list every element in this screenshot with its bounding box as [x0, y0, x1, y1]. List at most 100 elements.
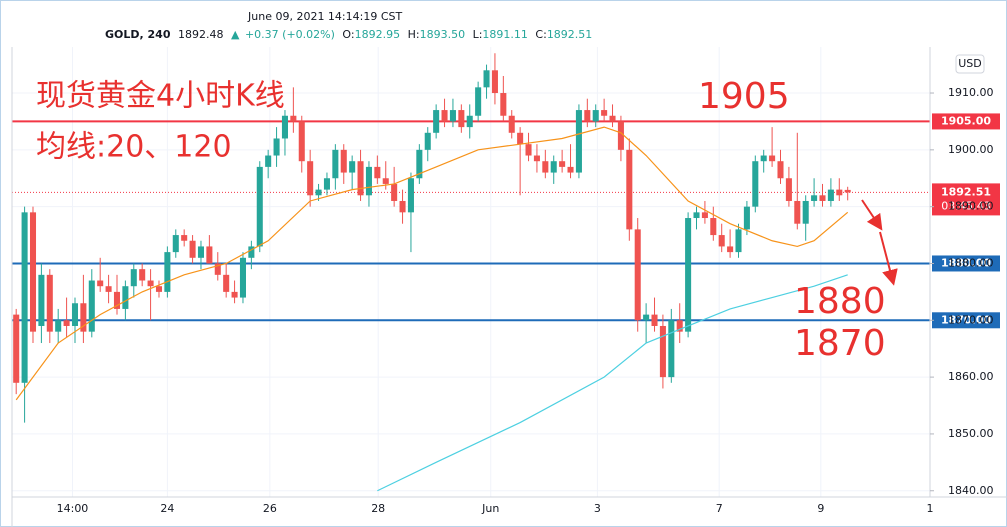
up-triangle: ▲: [231, 28, 240, 41]
candle-body: [248, 246, 255, 258]
candle-body: [777, 161, 784, 179]
candle-body: [475, 87, 482, 116]
last-price-tag: [932, 183, 1000, 216]
candle-body: [575, 110, 582, 173]
candle-body: [239, 257, 246, 298]
candle-body: [80, 303, 87, 332]
level-tag: [932, 255, 1000, 272]
candle-body: [164, 252, 171, 292]
candle-body: [500, 93, 507, 116]
y-tick-label: 1890.00: [948, 200, 994, 213]
y-tick-label: 1870.00: [948, 313, 994, 326]
candle-body: [206, 246, 213, 264]
candle-body: [265, 155, 272, 167]
candle-body: [155, 286, 163, 292]
candle-body: [794, 200, 801, 224]
candle-body: [601, 110, 608, 116]
ohlc-value: 1892.95: [355, 28, 401, 41]
symbol-row: GOLD, 240 1892.48 ▲ +0.37 (+0.02%) O:189…: [105, 28, 592, 41]
candle-body: [374, 166, 381, 179]
x-tick-label: 28: [371, 502, 385, 515]
candle-body: [550, 161, 557, 173]
currency: USD: [958, 57, 982, 70]
candle-body: [298, 121, 305, 162]
y-tick-label: 1860.00: [948, 370, 994, 383]
candle-body: [55, 320, 62, 332]
candle-body: [29, 212, 37, 332]
candle-body: [769, 155, 776, 162]
ohlc-label: L:: [473, 28, 483, 41]
candle-body: [332, 149, 339, 179]
x-tick-label: 26: [263, 502, 277, 515]
level-tag-label: 1870.00: [941, 313, 991, 326]
candle-body: [139, 269, 146, 281]
y-tick-label: 1910.00: [948, 86, 994, 99]
candle-body: [307, 161, 314, 196]
ohlc-label: H:: [408, 28, 420, 41]
candle-body: [525, 144, 532, 156]
candle-body: [533, 155, 540, 162]
candle-body: [802, 200, 809, 224]
candle-body: [466, 115, 473, 128]
y-tick-label: 1900.00: [948, 143, 994, 156]
candle-body: [281, 115, 288, 139]
candle-body: [189, 240, 196, 258]
candle-body: [827, 189, 834, 201]
candle-body: [172, 235, 179, 253]
candle-body: [701, 212, 708, 219]
candle-body: [592, 110, 599, 122]
candle-body: [130, 269, 137, 287]
candle-body: [559, 161, 566, 167]
x-tick-label: 3: [594, 502, 601, 515]
symbol: GOLD, 240: [105, 28, 171, 41]
candle-body: [491, 70, 498, 94]
x-tick-label: 7: [716, 502, 723, 515]
currency-box[interactable]: [955, 54, 985, 74]
candle-body: [38, 274, 45, 326]
annotation: 1905: [698, 76, 790, 117]
candle-body: [273, 138, 280, 156]
candle-body: [122, 286, 129, 309]
candle-body: [88, 280, 95, 332]
candle-body: [391, 183, 398, 201]
candle-body: [382, 178, 389, 184]
candle-body: [315, 189, 322, 196]
moving-average: [377, 274, 848, 492]
x-tick-label: 24: [160, 502, 174, 515]
annotation: 均线:20、120: [36, 130, 232, 165]
candle-body: [105, 286, 112, 292]
candle-body: [441, 110, 448, 122]
candle-body: [416, 149, 423, 179]
candle-body: [626, 149, 633, 230]
candle-body: [71, 303, 79, 326]
candle-body: [693, 212, 700, 219]
annotation: 现货黄金4小时K线: [36, 79, 285, 114]
candle-body: [710, 218, 717, 236]
price: 1892.48: [178, 28, 224, 41]
candle-body: [231, 291, 238, 298]
y-tick-label: 1840.00: [948, 484, 994, 497]
candle-body: [727, 246, 734, 253]
candle-body: [340, 149, 347, 173]
candle-body: [685, 218, 692, 332]
candle-body: [752, 161, 759, 207]
candle-body: [433, 110, 440, 133]
x-tick-label: Jun: [481, 502, 499, 515]
candle-body: [97, 280, 104, 287]
last-price-label: 1892.51: [941, 185, 991, 198]
level-tag: [932, 113, 1000, 130]
candle-body: [542, 161, 549, 173]
candle-body: [735, 229, 742, 253]
ohlc-label: C:: [535, 28, 546, 41]
ohlc-value: 1893.50: [420, 28, 466, 41]
ohlc-value: 1892.51: [547, 28, 593, 41]
datetime: June 09, 2021 14:14:19 CST: [247, 10, 402, 23]
level-tag-label: 1880.00: [941, 256, 991, 269]
candle-body: [676, 320, 683, 332]
candle-body: [584, 110, 591, 122]
candle-body: [214, 263, 221, 275]
candle-body: [147, 280, 154, 287]
candle-body: [223, 274, 230, 292]
candle-body: [651, 314, 658, 326]
